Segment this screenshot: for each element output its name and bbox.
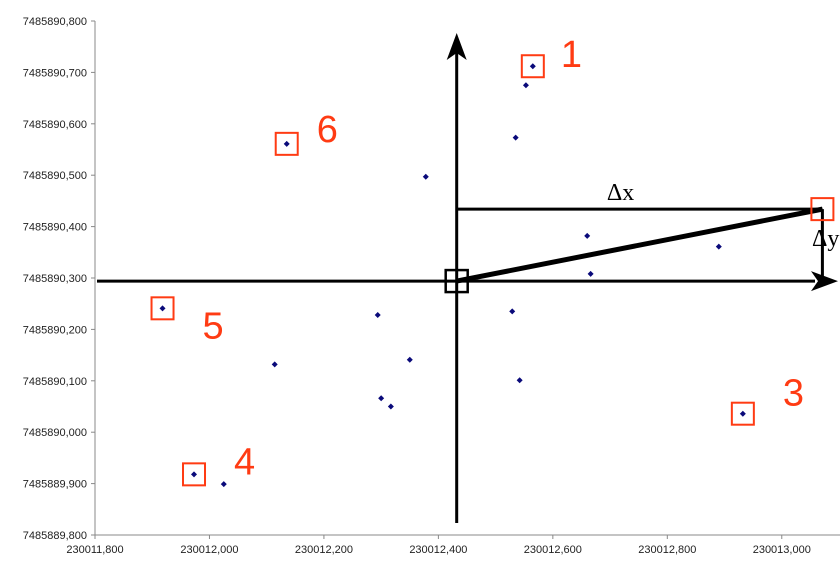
data-point	[739, 410, 746, 417]
delta-x-label: Δx	[607, 180, 634, 206]
data-point	[159, 305, 166, 312]
data-point	[715, 243, 722, 250]
y-tick-label: 7485890,000	[23, 427, 87, 439]
data-point	[529, 63, 536, 70]
data-point	[283, 140, 290, 147]
data-point	[191, 471, 198, 478]
data-point	[422, 173, 429, 180]
y-tick-label: 7485890,700	[23, 67, 87, 79]
x-tick-label: 230012,400	[409, 544, 467, 556]
data-point	[587, 270, 594, 277]
marker-number-label: 3	[783, 373, 804, 415]
center-square	[444, 268, 469, 294]
marker-number-label: 5	[203, 305, 224, 347]
data-point	[584, 232, 591, 239]
marker-number-label: 1	[561, 34, 582, 76]
up-arrowhead	[446, 33, 467, 60]
y-tick-label: 7485890,200	[23, 324, 87, 336]
data-point	[516, 377, 523, 384]
data-point	[522, 82, 529, 89]
marker-square	[182, 462, 207, 487]
delta-y-label: Δy	[812, 226, 839, 252]
y-tick-label: 7485889,800	[23, 530, 87, 542]
y-tick-label: 7485890,100	[23, 376, 87, 388]
data-point	[509, 308, 516, 315]
x-tick-label: 230012,800	[638, 544, 696, 556]
x-tick-label: 230011,800	[66, 544, 123, 556]
data-point	[378, 395, 385, 402]
marker-square	[730, 401, 755, 426]
marker-number-label: 4	[234, 441, 255, 483]
y-tick-label: 7485890,500	[23, 170, 87, 182]
marker-number-label: 6	[317, 109, 338, 151]
x-tick-label: 230012,600	[524, 544, 582, 556]
y-tick-label: 7485890,400	[23, 222, 87, 234]
data-point	[374, 312, 381, 319]
marker-square	[810, 197, 835, 222]
marker-square	[150, 296, 175, 321]
hypotenuse-line	[456, 206, 823, 284]
marker-square	[274, 131, 299, 156]
data-point	[387, 403, 394, 410]
x-tick-label: 230013,000	[753, 544, 811, 556]
data-point	[406, 356, 413, 363]
x-tick-label: 230012,000	[180, 544, 238, 556]
y-tick-label: 7485889,900	[23, 479, 87, 491]
marker-square	[520, 54, 545, 79]
x-tick-label: 230012,200	[295, 544, 353, 556]
y-tick-label: 7485890,600	[23, 119, 87, 131]
y-tick-label: 7485890,300	[23, 273, 87, 285]
data-point	[512, 134, 519, 141]
data-point	[271, 361, 278, 368]
data-point	[220, 481, 227, 488]
right-arrowhead	[811, 271, 838, 292]
y-tick-label: 7485890,800	[23, 16, 87, 28]
